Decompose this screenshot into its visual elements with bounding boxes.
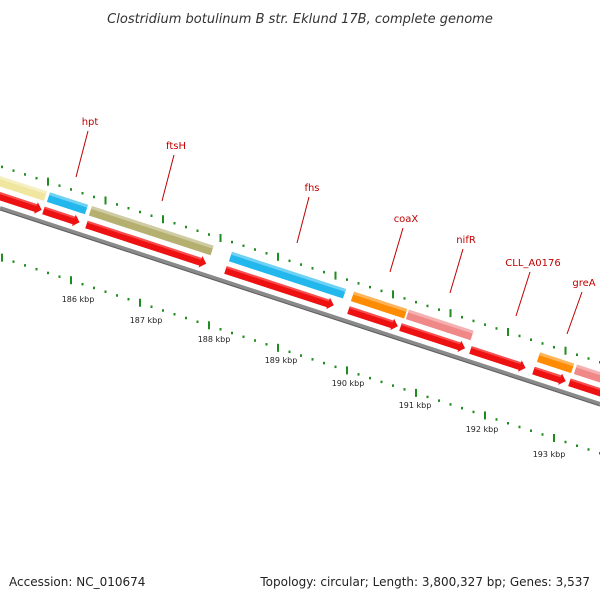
gene-label[interactable]: greA	[572, 278, 595, 289]
gene-label-layer: hpt ftsH fhs coaX nifR CLL_A0176 greA	[75, 117, 596, 335]
gene-label[interactable]: ftsH	[166, 141, 186, 152]
feature-block	[228, 251, 347, 299]
cds-arrow	[85, 220, 207, 268]
gene-label[interactable]: coaX	[394, 214, 419, 225]
gene-label-group[interactable]: nifR	[449, 235, 476, 294]
feature-block	[536, 352, 575, 374]
map-title: Clostridium botulinum B str. Eklund 17B,…	[107, 12, 493, 27]
gene-label-group[interactable]: hpt	[75, 117, 99, 178]
cds-arrow	[0, 188, 42, 214]
gene-label-group[interactable]: coaX	[389, 214, 419, 273]
kbp-label: 193 kbp	[533, 450, 566, 459]
kbp-label: 192 kbp	[466, 425, 499, 434]
kbp-label: 189 kbp	[265, 356, 298, 365]
genome-summary-text: Topology: circular; Length: 3,800,327 bp…	[259, 575, 590, 589]
gene-label-group[interactable]: ftsH	[161, 141, 186, 202]
gene-leader-line	[449, 248, 464, 294]
gene-leader-line	[515, 271, 531, 317]
cds-arrow	[224, 266, 334, 310]
gene-leader-line	[296, 196, 310, 244]
gene-label[interactable]: fhs	[304, 183, 319, 194]
accession-text: Accession: NC_010674	[9, 575, 145, 589]
kbp-label: 188 kbp	[198, 335, 231, 344]
gene-label[interactable]: nifR	[456, 235, 476, 246]
cds-arrow	[568, 378, 600, 399]
cds-arrow	[532, 366, 566, 385]
kbp-label: 190 kbp	[332, 379, 365, 388]
feature-block	[573, 364, 600, 387]
feature-block	[88, 206, 214, 256]
gene-leader-line	[75, 130, 89, 178]
gene-leader-line	[566, 291, 583, 335]
gene-label-group[interactable]: CLL_A0176	[505, 258, 561, 317]
outer-tick-track	[1, 165, 600, 364]
feature-track	[0, 172, 600, 387]
kbp-label-layer: 186 kbp 187 kbp 188 kbp 189 kbp 190 kbp 191 k…	[62, 295, 566, 459]
gene-label[interactable]: CLL_A0176	[505, 258, 560, 269]
feature-block	[405, 309, 474, 341]
inner-tick-track	[1, 253, 600, 455]
gene-leader-line	[389, 227, 404, 273]
genome-backbone	[0, 206, 600, 407]
cds-arrow	[347, 306, 398, 331]
kbp-label: 191 kbp	[399, 401, 432, 410]
feature-block	[46, 192, 89, 215]
gene-label[interactable]: hpt	[82, 117, 99, 128]
gene-leader-line	[161, 154, 175, 202]
feature-block	[350, 291, 408, 319]
cds-arrow	[42, 206, 80, 227]
cds-arrow	[469, 346, 526, 372]
kbp-label: 187 kbp	[130, 316, 163, 325]
cds-arrow	[399, 323, 466, 353]
kbp-label: 186 kbp	[62, 295, 95, 304]
cds-arrow-track	[0, 188, 600, 399]
gene-label-group[interactable]: greA	[566, 278, 596, 335]
feature-block	[0, 172, 48, 201]
gene-label-group[interactable]: fhs	[296, 183, 320, 244]
